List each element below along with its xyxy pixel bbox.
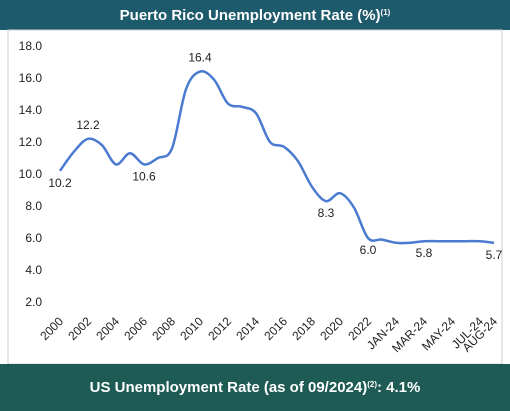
y-tick-label: 4.0 (25, 263, 42, 277)
footer-note: (2) (367, 380, 377, 389)
title-text: Puerto Rico Unemployment Rate (%) (120, 7, 381, 24)
data-label: 12.2 (76, 118, 100, 132)
y-tick-label: 18.0 (19, 39, 43, 53)
data-label: 5.8 (416, 246, 433, 260)
data-label: 10.6 (132, 169, 156, 183)
data-label: 5.7 (486, 248, 503, 262)
chart-title: Puerto Rico Unemployment Rate (%)(1) (120, 7, 391, 24)
data-label: 6.0 (360, 243, 377, 257)
y-tick-label: 2.0 (25, 295, 42, 309)
data-label: 16.4 (188, 51, 212, 65)
y-tick-label: 12.0 (19, 135, 43, 149)
footer-text: US Unemployment Rate (as of 09/2024)(2):… (90, 379, 421, 396)
title-note: (1) (381, 8, 391, 17)
y-tick-label: 6.0 (25, 231, 42, 245)
data-label: 10.2 (48, 176, 72, 190)
y-tick-label: 10.0 (19, 167, 43, 181)
footer-label: US Unemployment Rate (as of 09/2024) (90, 379, 368, 396)
y-tick-label: 16.0 (19, 71, 43, 85)
footer-value: : 4.1% (377, 379, 420, 396)
series-line (58, 70, 495, 245)
footer-bar (0, 364, 510, 411)
y-tick-label: 8.0 (25, 199, 42, 213)
header-bar (0, 0, 510, 30)
y-tick-label: 14.0 (19, 103, 43, 117)
data-label: 8.3 (318, 206, 335, 220)
